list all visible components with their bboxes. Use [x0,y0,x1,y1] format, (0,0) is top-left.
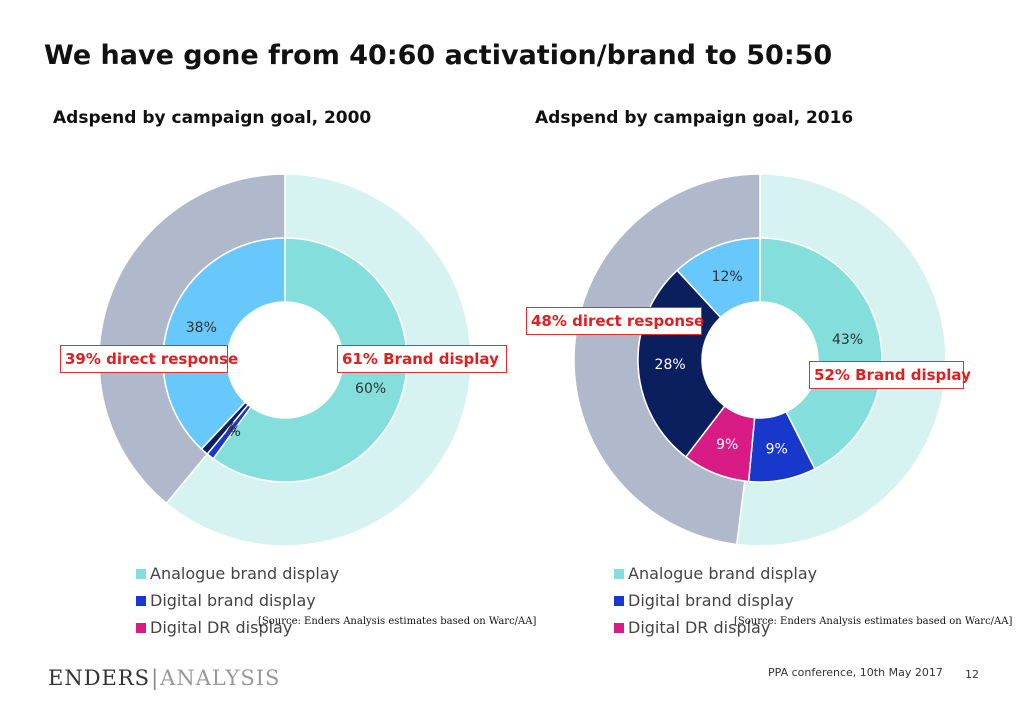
inner-ring-1-slice-label-0: 43% [832,332,863,348]
inner-ring-1-slice-0 [759,237,883,470]
inner-ring-1-slice-label-1: 9% [766,441,788,457]
legend-swatch [136,622,146,633]
callout-2016-brand-display: 52% Brand display [809,361,971,389]
legend-item: Digital brand display [614,587,817,614]
inner-ring-1-slice-label-2: 9% [716,437,738,453]
callout-2000-direct-response: 39% direct response [60,345,238,373]
inner-ring-0-slice-label-0: 60% [355,381,386,397]
legend-item: Analogue brand display [614,560,817,587]
legend-swatch [136,595,146,606]
page-title: We have gone from 40:60 activation/brand… [44,40,833,71]
legend-item: Digital DR display [136,614,339,641]
enders-analysis-logo: ENDERS|ANALYSIS [48,666,281,690]
source-note-2016: [Source: Enders Analysis estimates based… [734,616,1013,627]
legend-swatch [614,595,624,606]
legend-swatch [614,568,624,579]
legend-item: Analogue brand display [136,560,339,587]
legend-2000: Analogue brand display Digital brand dis… [136,560,339,641]
callout-2000-brand-display: 61% Brand display [337,345,507,373]
callout-2016-direct-response: 48% direct response [526,307,704,335]
inner-ring-1-slice-label-3: 28% [655,357,686,373]
legend-item: Digital DR display [614,614,817,641]
chart-title-2016: Adspend by campaign goal, 2016 [535,108,854,128]
page-number: 12 [965,668,979,681]
legend-2016: Analogue brand display Digital brand dis… [614,560,817,641]
footer-event: PPA conference, 10th May 2017 [768,666,943,679]
chart-title-2000: Adspend by campaign goal, 2000 [53,108,372,128]
inner-ring-1-slice-4 [676,237,761,319]
inner-ring-1-slice-label-4: 12% [712,269,743,285]
legend-item: Digital brand display [136,587,339,614]
source-note-2000: [Source: Enders Analysis estimates based… [258,616,537,627]
legend-swatch [136,568,146,579]
legend-swatch [614,622,624,633]
donut-chart-2016: 43% 9% 9% 28% 12% [573,173,947,547]
inner-ring-0-slice-label-3: 38% [186,320,217,336]
